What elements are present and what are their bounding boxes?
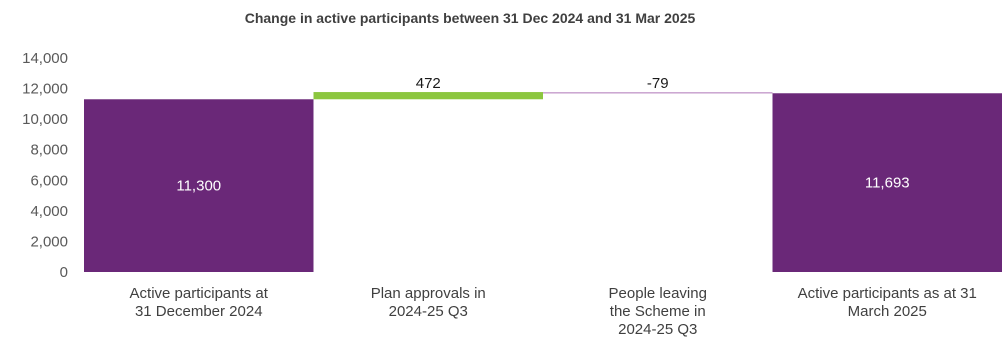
- category-label-line: 2024-25 Q3: [618, 321, 697, 338]
- category-label-line: 31 December 2024: [135, 303, 263, 320]
- category-label-line: Plan approvals in: [371, 285, 486, 302]
- data-label: 472: [416, 75, 441, 92]
- category-label: Active participants as at 31 March 2025: [798, 285, 977, 320]
- category-label: Plan approvals in 2024-25 Q3: [371, 285, 486, 320]
- bar-total: [772, 93, 1002, 272]
- category-label: People leaving the Scheme in 2024-25 Q3: [609, 285, 707, 338]
- category-label-line: 2024-25 Q3: [389, 303, 468, 320]
- y-tick-label: 6,000: [30, 172, 68, 189]
- data-label: 11,300: [176, 178, 221, 195]
- bar-decrease: [543, 92, 773, 94]
- y-tick-label: 10,000: [22, 111, 68, 128]
- x-axis: Active participants at 31 December 2024 Pl…: [130, 285, 977, 338]
- y-tick-label: 12,000: [22, 81, 68, 98]
- category-label-line: People leaving: [609, 285, 707, 302]
- bar-total: [84, 99, 314, 273]
- y-tick-label: 8,000: [30, 142, 68, 159]
- category-label-line: Active participants as at 31: [798, 285, 977, 302]
- y-tick-label: 14,000: [22, 50, 68, 67]
- y-axis: 0 2,000 4,000 6,000 8,000 10,000 12,000 14,000: [22, 50, 68, 281]
- category-label-line: the Scheme in: [610, 303, 706, 320]
- category-label: Active participants at 31 December 2024: [130, 285, 269, 320]
- chart-title: Change in active participants between 31…: [245, 10, 696, 26]
- category-label-line: Active participants at: [130, 285, 269, 302]
- y-tick-label: 2,000: [30, 233, 68, 250]
- y-tick-label: 0: [60, 264, 68, 281]
- category-label-line: March 2025: [848, 303, 927, 320]
- data-label: -79: [647, 75, 669, 92]
- data-label: 11,693: [865, 175, 910, 192]
- y-tick-label: 4,000: [30, 203, 68, 220]
- bars: 11,300 472 -79 11,693: [84, 75, 1002, 273]
- bar-increase: [313, 92, 543, 100]
